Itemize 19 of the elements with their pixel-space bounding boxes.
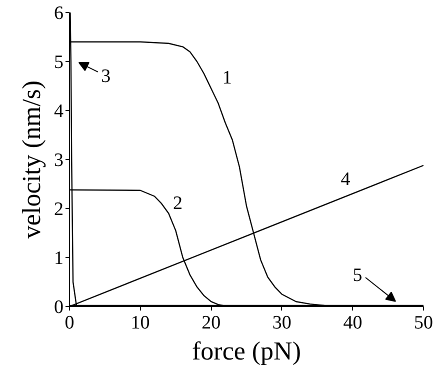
- y-tick-label: 6: [54, 3, 64, 24]
- series-label: 1: [222, 68, 232, 89]
- x-tick-label: 40: [343, 312, 362, 334]
- legend-label: 3: [101, 66, 111, 87]
- series-label: 5: [352, 265, 362, 286]
- x-tick-label: 20: [202, 312, 221, 334]
- x-tick-label: 10: [130, 312, 150, 334]
- series-label: 4: [340, 168, 351, 190]
- y-tick-label: 0: [54, 297, 64, 318]
- y-tick-label: 4: [54, 101, 64, 122]
- x-axis-title: force (pN): [192, 336, 302, 366]
- y-tick-label: 1: [54, 248, 64, 269]
- x-tick-label: 30: [272, 312, 292, 334]
- series-label: 2: [172, 193, 182, 214]
- x-tick-label: 50: [414, 312, 433, 334]
- y-tick-label: 2: [54, 199, 64, 220]
- y-tick-label: 3: [54, 150, 64, 171]
- y-axis-title: velocity (nm/s): [17, 80, 46, 239]
- y-tick-label: 5: [54, 52, 64, 73]
